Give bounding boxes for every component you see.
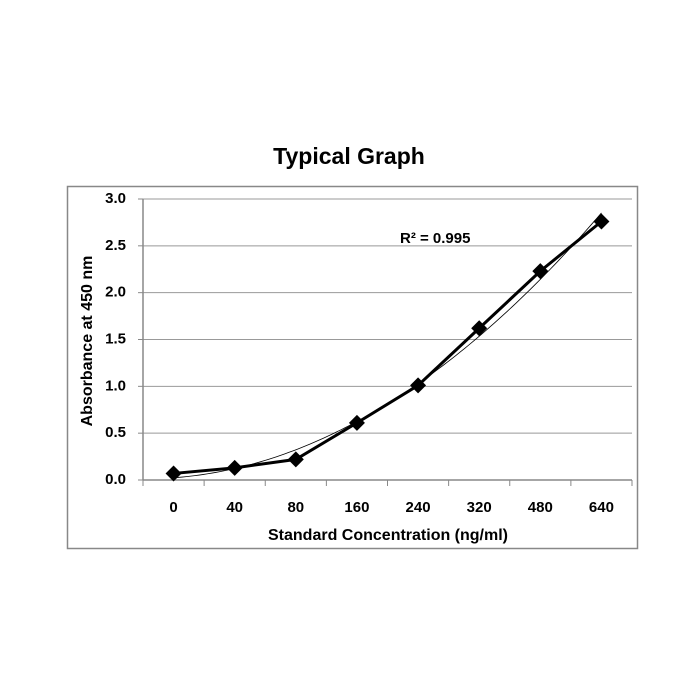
data-point bbox=[593, 213, 610, 230]
data-point bbox=[165, 465, 182, 482]
y-tick-label: 2.0 bbox=[105, 284, 126, 301]
data-point bbox=[410, 377, 427, 394]
y-axis-label: Absorbance at 450 nm bbox=[79, 256, 96, 427]
data-point bbox=[532, 263, 549, 280]
data-point bbox=[348, 414, 365, 431]
x-axis-label: Standard Concentration (ng/ml) bbox=[268, 527, 508, 544]
y-tick-label: 1.0 bbox=[105, 377, 126, 394]
data-point bbox=[226, 459, 243, 476]
y-tick-label: 1.5 bbox=[105, 330, 126, 347]
x-tick-label: 320 bbox=[467, 499, 492, 516]
y-tick-label: 0.0 bbox=[105, 471, 126, 488]
x-tick-label: 40 bbox=[226, 499, 243, 516]
x-tick-label: 240 bbox=[406, 499, 431, 516]
data-point bbox=[471, 320, 488, 337]
annotation: R² = 0.995 bbox=[400, 230, 470, 247]
chart-title: Typical Graph bbox=[273, 143, 425, 169]
y-tick-label: 0.5 bbox=[105, 424, 126, 441]
x-tick-label: 0 bbox=[169, 499, 177, 516]
data-line bbox=[173, 220, 603, 475]
x-tick-label: 480 bbox=[528, 499, 553, 516]
x-tick-label: 80 bbox=[287, 499, 304, 516]
x-tick-label: 160 bbox=[344, 499, 369, 516]
data-point bbox=[287, 451, 304, 468]
chart-frame bbox=[66, 185, 639, 550]
x-tick-label: 640 bbox=[589, 499, 614, 516]
y-tick-label: 3.0 bbox=[105, 190, 126, 207]
y-tick-label: 2.5 bbox=[105, 237, 126, 254]
